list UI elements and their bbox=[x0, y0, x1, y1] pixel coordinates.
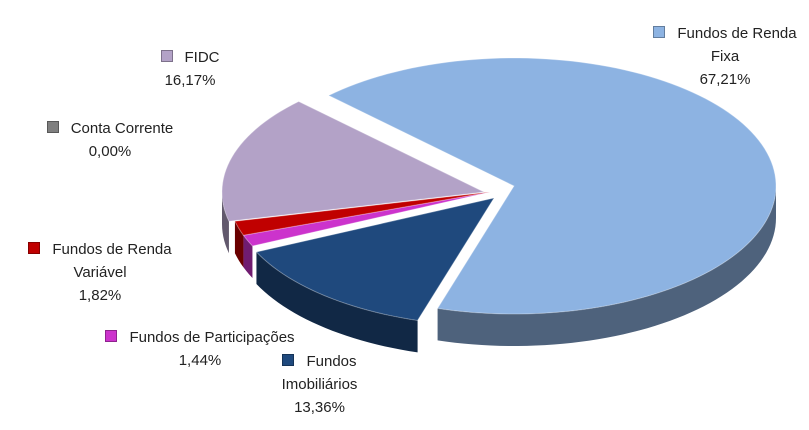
slice-sides bbox=[222, 186, 776, 353]
value-label: 0,00% bbox=[88, 143, 132, 160]
legend-swatch bbox=[28, 242, 41, 254]
legend-swatch bbox=[160, 50, 173, 62]
category-label: Fundos de Renda Fixa bbox=[677, 25, 797, 65]
pie-slice bbox=[234, 191, 491, 236]
category-label: FIDC bbox=[184, 49, 220, 66]
value-label: 16,17% bbox=[164, 72, 216, 89]
data-label: Fundos Imobiliários 13,36% bbox=[262, 350, 377, 419]
slice-side bbox=[437, 186, 776, 346]
slice-side bbox=[222, 192, 229, 254]
pie-slice bbox=[327, 57, 777, 315]
category-label: Fundos de Renda Variável bbox=[52, 241, 172, 281]
data-label: Conta Corrente 0,00% bbox=[15, 117, 205, 163]
data-label: FIDC 16,17% bbox=[120, 46, 260, 92]
pie-slice bbox=[255, 197, 496, 321]
slice-side bbox=[243, 235, 253, 278]
legend-swatch bbox=[46, 121, 59, 133]
data-label: Fundos de Renda Variável 1,82% bbox=[0, 238, 200, 307]
slice-side bbox=[256, 251, 418, 353]
value-label: 1,82% bbox=[78, 287, 122, 304]
category-label: Fundos de Participações bbox=[129, 329, 295, 346]
value-label: 67,21% bbox=[699, 71, 751, 88]
legend-swatch bbox=[653, 26, 666, 38]
category-label: Fundos Imobiliários bbox=[281, 353, 358, 393]
slice-side bbox=[234, 221, 244, 268]
data-label: Fundos de Renda Fixa 67,21% bbox=[640, 22, 809, 91]
legend-swatch bbox=[105, 330, 118, 342]
value-label: 1,44% bbox=[178, 352, 222, 369]
data-label: Fundos de Participações 1,44% bbox=[105, 326, 295, 372]
category-label: Conta Corrente bbox=[70, 120, 174, 137]
pie-slice bbox=[221, 100, 486, 222]
legend-swatch bbox=[282, 354, 295, 366]
slice-tops bbox=[221, 57, 777, 321]
pie-slice bbox=[242, 191, 491, 247]
value-label: 13,36% bbox=[294, 399, 345, 416]
